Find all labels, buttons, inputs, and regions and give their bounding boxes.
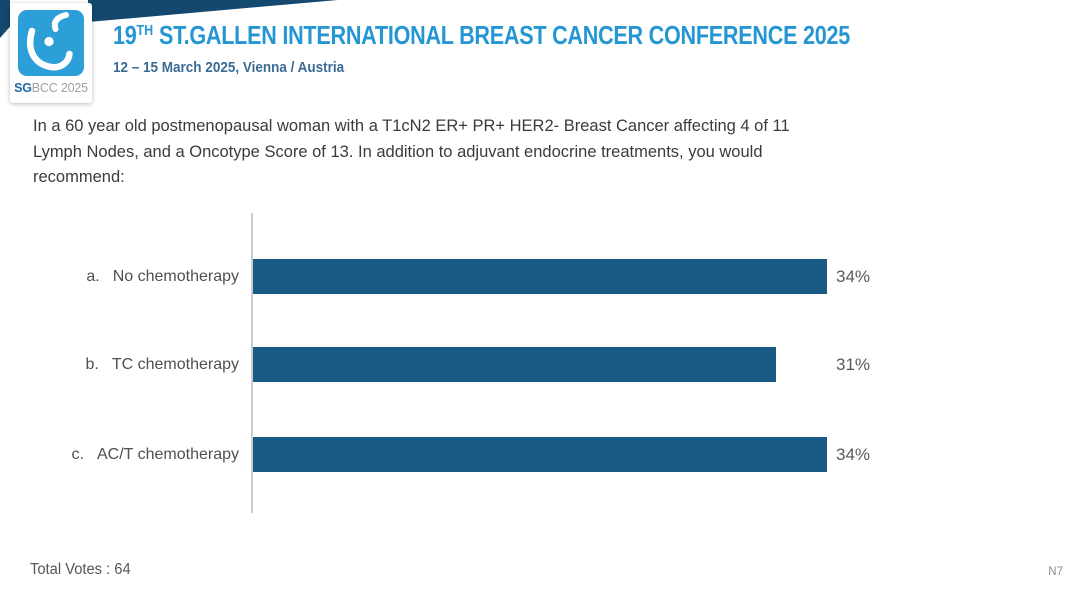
bar-label-b: b. TC chemotherapy (0, 347, 239, 382)
conference-title: 19TH ST.GALLEN INTERNATIONAL BREAST CANC… (113, 20, 850, 51)
option-text-c: AC/T chemotherapy (97, 445, 239, 463)
option-letter-a: a. (86, 267, 100, 285)
sgbcc-breast-logo-icon (18, 10, 84, 76)
question-line-2: Lymph Nodes, and a Oncotype Score of 13.… (33, 142, 763, 161)
logo-caption: SGBCC 2025 (10, 81, 92, 95)
bar-value-label-a: 34% (836, 266, 871, 286)
sgbcc-logo-card: SGBCC 2025 (10, 3, 92, 103)
navy-corner-decor-left (0, 0, 10, 38)
bar-row-c: c. AC/T chemotherapy 34% (0, 437, 1080, 472)
option-letter-b: b. (85, 355, 99, 373)
bar-label-a: a. No chemotherapy (0, 259, 239, 294)
option-letter-c: c. (71, 445, 84, 463)
chart-axis-line (251, 213, 253, 513)
option-text-a: No chemotherapy (112, 267, 239, 285)
question-line-3: recommend: (33, 168, 125, 186)
option-text-b: TC chemotherapy (111, 355, 239, 373)
bar-c (253, 437, 827, 472)
logo-caption-sg: SG (14, 81, 32, 95)
title-text: ST.GALLEN INTERNATIONAL BREAST CANCER CO… (153, 20, 850, 50)
bar-value-label-b: 31% (836, 354, 871, 374)
bar-value-label-c: 34% (836, 444, 871, 464)
title-number: 19 (113, 20, 137, 50)
logo-caption-rest: BCC 2025 (31, 81, 88, 95)
bar-label-c: c. AC/T chemotherapy (0, 437, 239, 472)
total-votes-label: Total Votes : 64 (30, 561, 131, 578)
bar-row-a: a. No chemotherapy 34% (0, 259, 1080, 294)
bar-row-b: b. TC chemotherapy 31% (0, 347, 1080, 382)
question-line-1: In a 60 year old postmenopausal woman wi… (33, 117, 790, 135)
bar-b (253, 347, 776, 382)
title-ordinal-sup: TH (136, 22, 154, 39)
bar-a (253, 259, 827, 294)
slide-code-label: N7 (1048, 566, 1063, 578)
poll-question: In a 60 year old postmenopausal woman wi… (33, 114, 983, 191)
conference-date-location: 12 – 15 March 2025, Vienna / Austria (113, 59, 345, 76)
